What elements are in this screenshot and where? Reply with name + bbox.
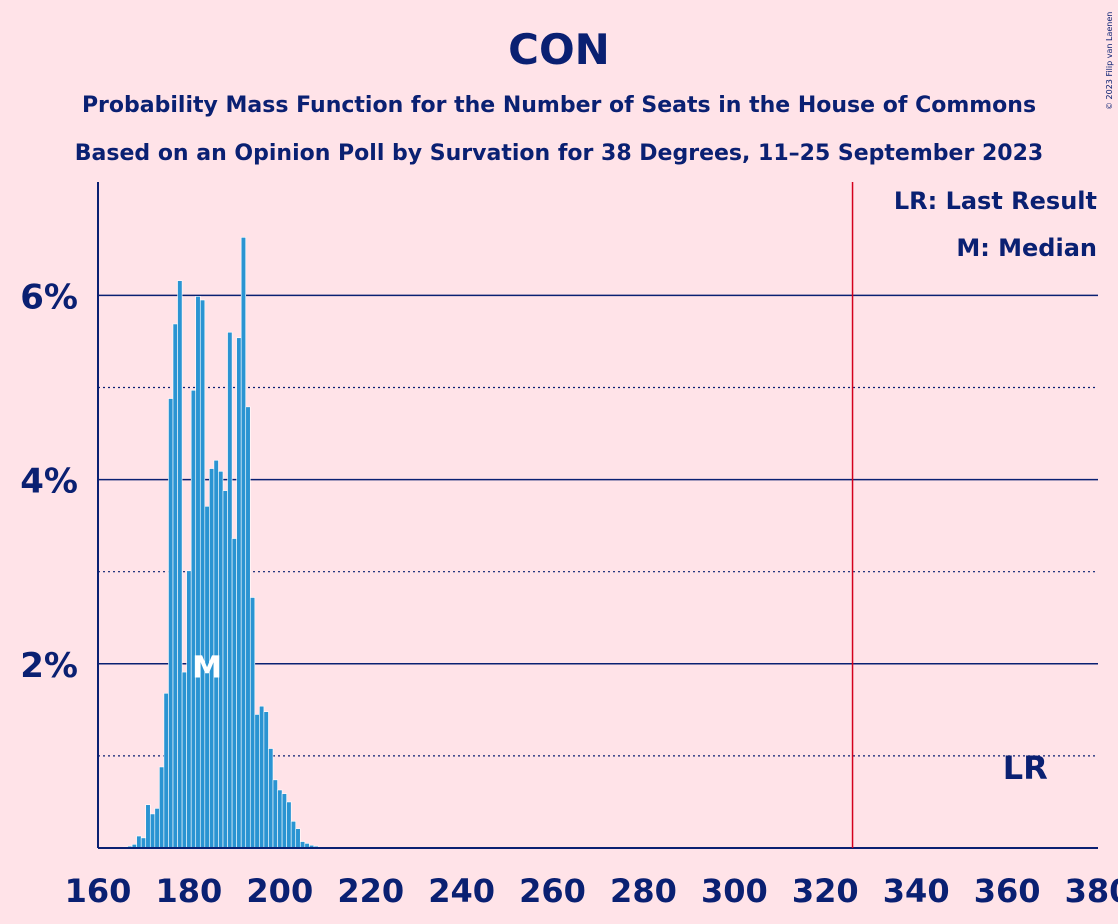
bar-seat-170: [140, 837, 147, 849]
bar-seat-193: [245, 406, 251, 849]
bar-seat-190: [231, 538, 237, 849]
bar-seat-182: [195, 296, 201, 849]
bar-seat-198: [268, 748, 274, 849]
bar-seat-173: [154, 808, 160, 849]
bar-seat-197: [263, 711, 269, 849]
bar-seat-203: [290, 820, 297, 849]
median-marker: M: [192, 651, 222, 686]
x-tick-label: 300: [701, 872, 768, 910]
bar-seat-183: [199, 299, 206, 849]
bar-seat-188: [222, 490, 228, 849]
chart-title: CON: [508, 25, 610, 74]
bar-seat-201: [281, 793, 287, 849]
bar-seat-181: [190, 389, 197, 849]
y-tick-label: 4%: [20, 462, 78, 502]
bar-seat-195: [254, 714, 260, 849]
x-tick-labels: 160 180 200 220 240 260 280 300 320 340 360 380: [65, 872, 1118, 910]
bar-seat-171: [145, 804, 151, 849]
legend-median: M: Median: [956, 234, 1097, 262]
x-tick-label: 280: [610, 872, 677, 910]
bar-seat-191: [236, 337, 242, 849]
x-tick-label: 200: [246, 872, 313, 910]
y-tick-label: 2%: [20, 646, 78, 686]
bar-seat-177: [172, 323, 178, 849]
bar-seat-169: [136, 835, 142, 849]
bar-seat-189: [227, 331, 233, 849]
bar-seat-179: [181, 671, 187, 849]
bar-seat-202: [286, 801, 292, 849]
x-tick-label: 320: [792, 872, 859, 910]
chart-subtitle-2: Based on an Opinion Poll by Survation fo…: [75, 141, 1043, 166]
bar-seat-196: [259, 705, 265, 849]
y-tick-label: 6%: [20, 277, 78, 317]
x-tick-label: 180: [156, 872, 223, 910]
bars: [122, 237, 319, 849]
x-tick-label: 220: [337, 872, 404, 910]
bar-seat-176: [168, 398, 174, 849]
bar-seat-200: [277, 789, 283, 849]
x-tick-label: 380: [1065, 872, 1118, 910]
legend-last-result: LR: Last Result: [894, 187, 1097, 215]
bar-seat-192: [240, 237, 247, 849]
bar-seat-174: [159, 766, 165, 849]
bar-seat-194: [249, 597, 256, 849]
chart-subtitle: Probability Mass Function for the Number…: [82, 93, 1036, 118]
last-result-label: LR: [1003, 749, 1048, 787]
copyright-note: © 2023 Filip van Laenen: [1105, 12, 1114, 110]
bar-seat-204: [295, 828, 301, 849]
x-tick-label: 260: [519, 872, 586, 910]
x-tick-label: 360: [974, 872, 1041, 910]
bar-seat-172: [149, 813, 156, 849]
x-tick-label: 340: [883, 872, 950, 910]
bar-seat-199: [272, 779, 278, 849]
x-tick-label: 160: [65, 872, 132, 910]
grid-lines: [98, 294, 1098, 757]
bar-seat-180: [186, 570, 192, 849]
bar-seat-175: [163, 692, 169, 849]
bar-seat-178: [177, 280, 183, 849]
x-tick-label: 240: [428, 872, 495, 910]
y-tick-labels: 2% 4% 6%: [20, 277, 78, 685]
